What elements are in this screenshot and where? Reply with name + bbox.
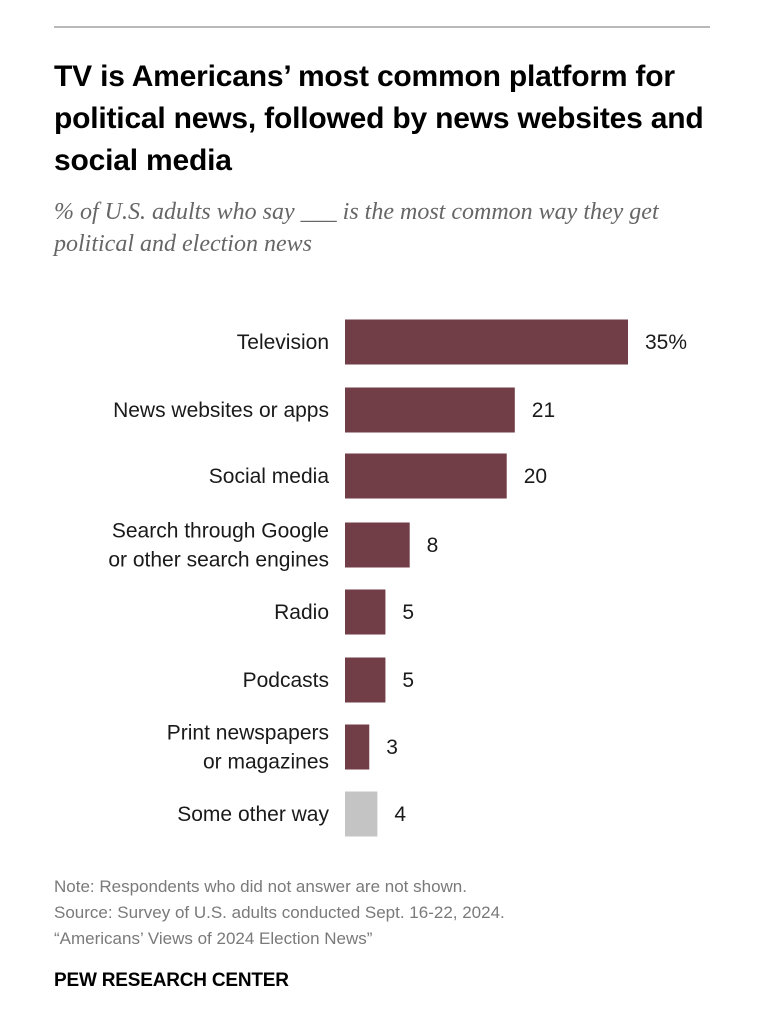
chart-notes: Note: Respondents who did not answer are… [54, 874, 734, 952]
category-label: News websites or apps [113, 399, 329, 422]
category-label: Social media [209, 465, 330, 488]
top-rule [54, 26, 710, 28]
value-label: 21 [532, 399, 555, 422]
value-label: 35% [645, 331, 687, 354]
value-label: 5 [402, 601, 414, 624]
bar-4 [345, 589, 386, 635]
source-text: Source: Survey of U.S. adults conducted … [54, 903, 505, 922]
value-label: 8 [427, 534, 439, 557]
category-label: or other search engines [108, 549, 329, 572]
value-label: 5 [402, 669, 414, 692]
bar-0 [345, 319, 628, 365]
bar-5 [345, 657, 386, 703]
brand-logo-text: PEW RESEARCH CENTER [54, 970, 289, 991]
category-label: Search through Google [112, 520, 329, 543]
bar-7 [345, 791, 378, 837]
category-label: Radio [274, 601, 329, 624]
value-label: 4 [394, 803, 406, 826]
bar-1 [345, 387, 515, 433]
value-label: 3 [386, 736, 398, 759]
chart-subtitle: % of U.S. adults who say ___ is the most… [54, 199, 659, 257]
category-label: Some other way [177, 803, 329, 826]
bar-6 [345, 724, 370, 770]
bar-3 [345, 522, 410, 568]
bar-chart: Television 35% News websites or apps 21 Soci… [108, 319, 687, 837]
category-label: Print newspapers [167, 722, 329, 745]
chart-title: TV is Americans’ most common platform fo… [54, 60, 704, 177]
bar-2 [345, 453, 507, 499]
category-label: or magazines [203, 751, 329, 774]
category-label: Television [237, 331, 329, 354]
note-text: Note: Respondents who did not answer are… [54, 877, 467, 896]
value-label: 20 [524, 465, 547, 488]
category-label: Podcasts [243, 669, 329, 692]
report-title-text: “Americans’ Views of 2024 Election News” [54, 929, 373, 948]
